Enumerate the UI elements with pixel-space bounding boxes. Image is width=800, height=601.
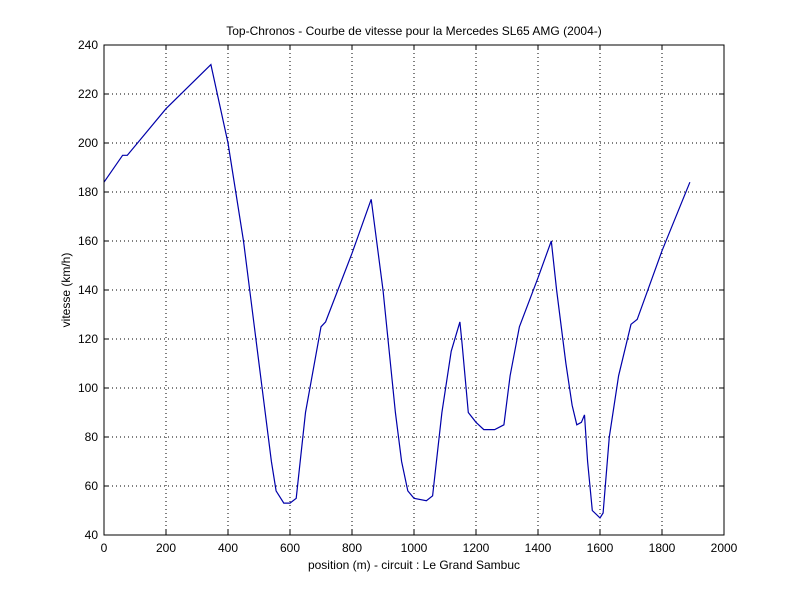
y-tick-label: 200 (78, 136, 98, 150)
y-tick-label: 40 (85, 528, 99, 542)
chart-title: Top-Chronos - Courbe de vitesse pour la … (226, 24, 602, 38)
grid (104, 45, 724, 535)
x-tick-label: 0 (101, 541, 108, 555)
y-tick-label: 60 (85, 479, 99, 493)
x-tick-label: 1000 (401, 541, 428, 555)
y-tick-label: 120 (78, 332, 98, 346)
y-tick-label: 160 (78, 234, 98, 248)
y-tick-label: 100 (78, 381, 98, 395)
y-tick-label: 80 (85, 430, 99, 444)
x-tick-label: 1200 (463, 541, 490, 555)
y-axis-title: vitesse (km/h) (59, 253, 73, 328)
x-tick-label: 200 (156, 541, 176, 555)
x-tick-label: 1600 (587, 541, 614, 555)
x-tick-label: 2000 (711, 541, 738, 555)
y-tick-label: 180 (78, 185, 98, 199)
x-axis-title: position (m) - circuit : Le Grand Sambuc (308, 558, 520, 572)
series-line (103, 63, 691, 519)
y-tick-label: 140 (78, 283, 98, 297)
x-tick-label: 800 (342, 541, 362, 555)
x-tick-label: 600 (280, 541, 300, 555)
y-tick-label: 220 (78, 87, 98, 101)
ticks: 0 200 400 600 800 1000 1200 1400 1600 1800 2000 40 6… (78, 38, 738, 555)
y-tick-label: 240 (78, 38, 98, 52)
x-tick-label: 1800 (649, 541, 676, 555)
x-tick-label: 1400 (525, 541, 552, 555)
x-tick-label: 400 (218, 541, 238, 555)
